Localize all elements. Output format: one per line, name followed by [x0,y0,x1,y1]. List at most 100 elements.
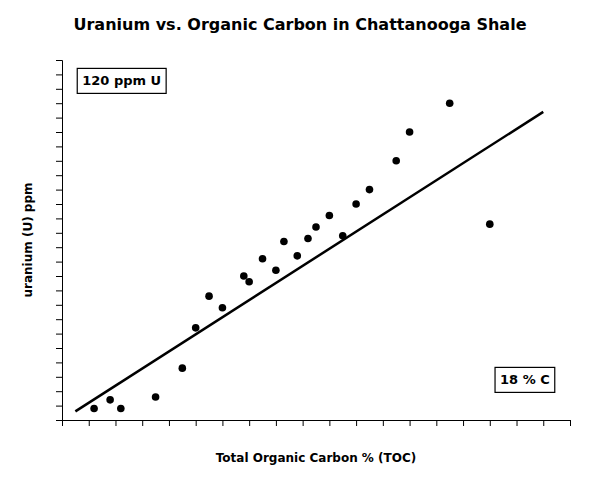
point [352,200,360,208]
tick [56,305,62,306]
tick [56,204,62,205]
point [240,272,248,280]
tick [196,420,197,426]
tick-mark [56,74,62,75]
tick-mark [56,204,62,205]
y-axis [56,61,63,421]
tick [517,420,518,426]
annotation-text: 18 % C [500,372,550,387]
tick [56,118,62,119]
plot: 120 ppm U 18 % C [56,61,571,427]
tick [56,233,62,234]
point [312,223,320,231]
tick [56,190,62,191]
marks [75,99,543,412]
tick-mark [463,420,464,426]
annotation-box [77,68,166,93]
tick-mark [56,319,62,320]
tick [56,132,62,133]
chart: Uranium vs. Organic Carbon in Chattanoog… [0,0,600,482]
annotations: 120 ppm U 18 % C [77,68,555,392]
tick [56,406,62,407]
point [392,157,400,165]
tick [56,420,62,421]
tick-mark [56,362,62,363]
point [339,232,347,240]
point [272,266,280,274]
tick [56,391,62,392]
tick [356,420,357,426]
tick [56,161,62,162]
tick [329,420,330,426]
point [406,128,414,136]
tick [543,420,544,426]
point [106,396,114,404]
tick-mark [517,420,518,426]
point [304,235,312,243]
tick-mark [89,420,90,426]
tick [490,420,491,426]
tick-mark [169,420,170,426]
point [205,292,213,300]
tick-mark [56,305,62,306]
tick [56,348,62,349]
tick-mark [56,247,62,248]
tick-mark [56,276,62,277]
tick-mark [56,146,62,147]
tick-mark [56,218,62,219]
point [179,364,187,372]
annotation-box [495,367,555,392]
tick [56,290,62,291]
y-axis-title: uranium (U) ppm [21,182,35,297]
tick-mark [249,420,250,426]
tick [56,146,62,147]
tick-mark [142,420,143,426]
point [326,212,334,220]
tick [249,420,250,426]
tick-mark [56,89,62,90]
x-axis [63,420,571,426]
tick-mark [56,190,62,191]
tick-mark [490,420,491,426]
point [259,255,267,263]
point [152,393,160,401]
tick-mark [56,161,62,162]
point [486,220,494,228]
tick-mark [196,420,197,426]
tick-mark [570,420,571,426]
tick [222,420,223,426]
tick-mark [56,262,62,263]
title: Uranium vs. Organic Carbon in Chattanoog… [73,15,526,34]
tick [276,420,277,426]
tick [56,74,62,75]
tick-mark [276,420,277,426]
tick [56,175,62,176]
trend-line [75,112,543,412]
tick-mark [56,406,62,407]
tick-mark [356,420,357,426]
tick-mark [56,103,62,104]
point [280,238,288,246]
annotation: 120 ppm U [77,68,166,93]
tick [56,103,62,104]
tick [570,420,571,426]
tick-mark [56,334,62,335]
tick [56,262,62,263]
point [192,324,200,332]
tick [56,89,62,90]
tick-mark [410,420,411,426]
point [366,186,374,194]
point [245,278,253,286]
tick-mark [56,420,62,421]
tick-mark [303,420,304,426]
tick-mark [56,118,62,119]
tick-mark [56,290,62,291]
tick [56,362,62,363]
annotation: 18 % C [495,367,555,392]
tick-mark [222,420,223,426]
tick [410,420,411,426]
tick [115,420,116,426]
tick-mark [329,420,330,426]
axis-line [63,421,571,427]
tick-mark [56,377,62,378]
